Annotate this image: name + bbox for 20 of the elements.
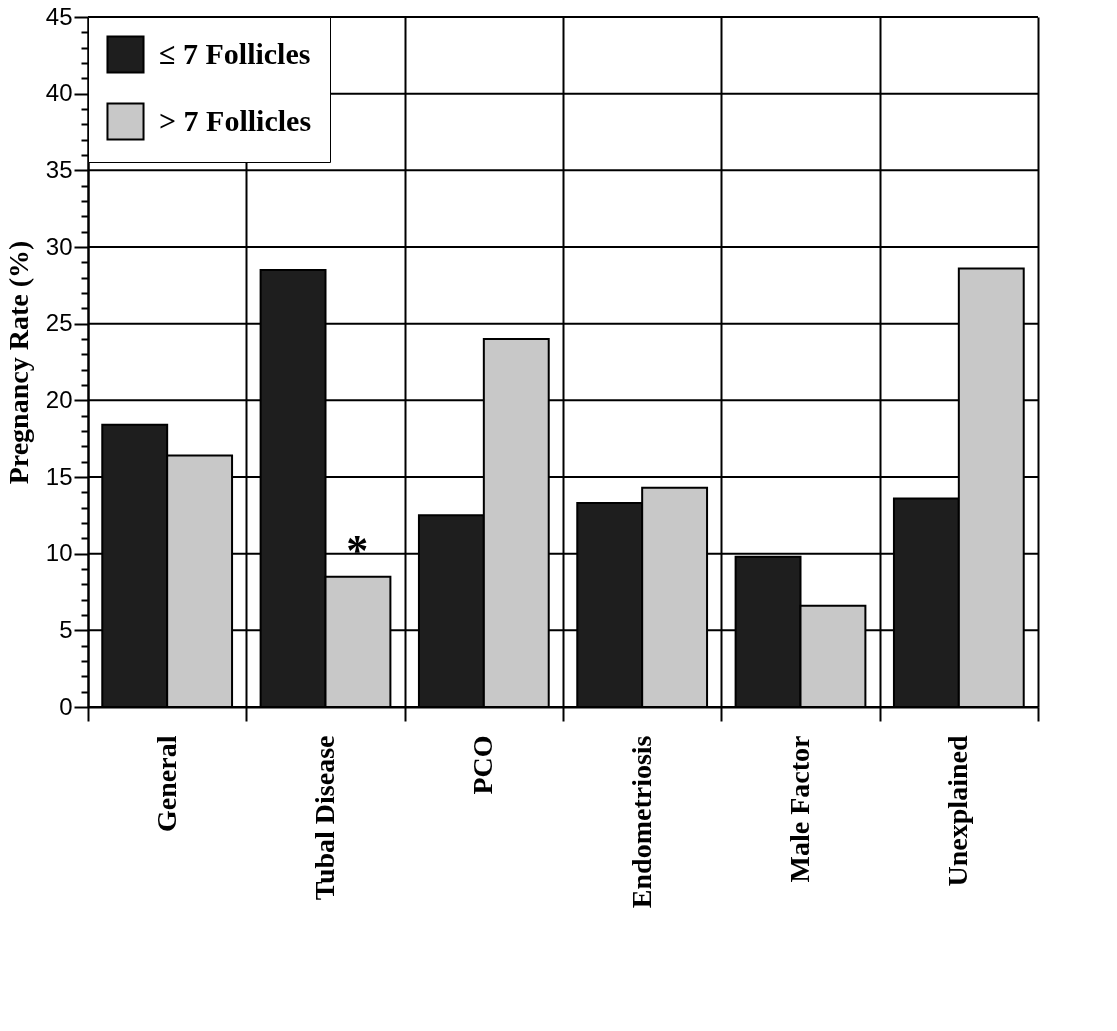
y-tick-label: 0 [59,692,73,720]
y-tick-label: 10 [45,539,73,567]
x-tick-label: Endometriosis [625,735,657,909]
y-tick-label: 35 [45,155,73,183]
x-tick-label: PCO [467,735,499,795]
y-tick-label: 30 [45,232,73,260]
y-tick-label: 45 [45,2,73,30]
y-axis-title: Pregnancy Rate (%) [2,240,34,485]
y-tick-label: 40 [45,79,73,107]
annotation: * [346,526,369,576]
x-tick-label: General [150,735,182,832]
x-tick-label: Tubal Disease [309,735,340,901]
y-tick-label: 20 [45,385,73,413]
legend-label: > 7 Follicles [159,103,312,137]
x-tick-label: Unexplained [942,735,974,887]
y-tick-label: 15 [45,462,73,490]
y-tick-label: 5 [59,615,73,643]
legend-label: ≤ 7 Follicles [159,36,311,70]
y-tick-label: 25 [45,309,73,337]
x-tick-label: Male Factor [784,735,815,883]
